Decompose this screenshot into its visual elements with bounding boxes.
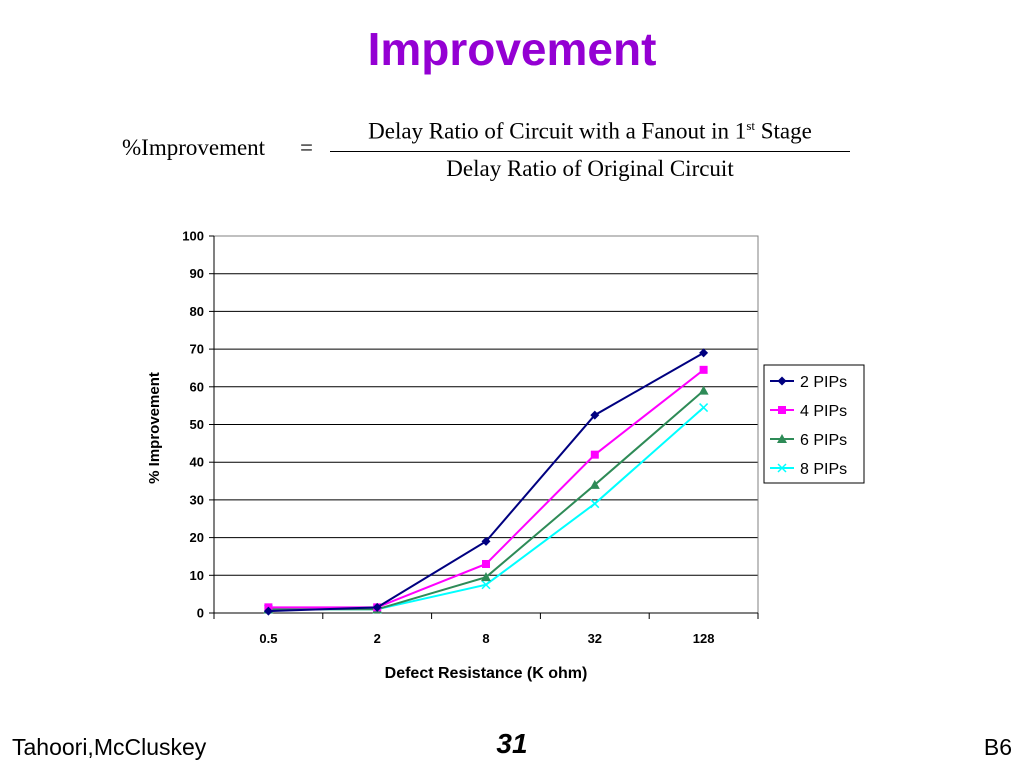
x-axis-label: Defect Resistance (K ohm): [385, 665, 588, 682]
data-point: [482, 559, 490, 568]
y-tick-label: 10: [190, 568, 204, 583]
legend-label: 6 PIPs: [800, 432, 847, 449]
data-point: [590, 410, 600, 420]
formula-lhs: %Improvement: [122, 135, 266, 160]
x-tick-label: 128: [693, 631, 715, 646]
legend-item: 6 PIPs: [770, 432, 847, 449]
legend-item: 2 PIPs: [770, 374, 847, 391]
data-point: [777, 434, 787, 443]
data-point: [481, 572, 491, 582]
data-point: [263, 606, 273, 616]
x-tick-label: 32: [588, 631, 602, 646]
formula-denominator: Delay Ratio of Original Circuit: [446, 156, 734, 181]
footer-slide-code: B6: [983, 734, 1012, 760]
series-line: [268, 369, 705, 609]
y-tick-label: 80: [190, 304, 204, 319]
legend-label: 4 PIPs: [800, 403, 847, 420]
slide-title: Improvement: [367, 23, 657, 75]
y-tick-label: 50: [190, 417, 204, 432]
legend: 2 PIPs 4 PIPs 6 PIPs 8 PIPs: [763, 364, 865, 484]
y-tick-label: 40: [190, 455, 204, 470]
legend-label: 2 PIPs: [800, 374, 847, 391]
data-point: [590, 450, 599, 459]
formula-numerator: Delay Ratio of Circuit with a Fanout in …: [330, 118, 850, 145]
axes: [209, 235, 759, 619]
legend-label: 8 PIPs: [800, 461, 847, 478]
legend-box: [763, 364, 865, 484]
y-tick-label: 100: [182, 229, 204, 244]
data-point: [481, 580, 491, 590]
data-point: [589, 479, 600, 489]
data-point: [699, 348, 709, 358]
y-tick-label: 20: [190, 530, 204, 545]
x-tick-label: 8: [482, 631, 489, 646]
y-tick-label: 30: [190, 492, 204, 507]
footer-authors: Tahoori,McCluskey: [12, 734, 207, 760]
formula-equals: =: [300, 135, 313, 160]
numerator-superscript: st: [746, 118, 755, 133]
x-tick-labels: 0.5 2 8 32 128: [259, 631, 714, 646]
y-tick-label: 90: [190, 266, 204, 281]
legend-item: 8 PIPs: [770, 461, 847, 478]
page-number: 31: [496, 728, 528, 759]
data-point: [778, 406, 786, 414]
y-axis-label: % Improvement: [146, 372, 163, 484]
y-tick-label: 0: [197, 606, 204, 621]
gridlines: [214, 235, 758, 576]
numerator-text: Delay Ratio of Circuit with a Fanout in …: [368, 118, 747, 144]
legend-item: 4 PIPs: [770, 403, 847, 420]
data-series: [263, 348, 709, 616]
data-point: [481, 536, 491, 546]
data-point: [777, 376, 787, 386]
data-point: [699, 365, 708, 374]
data-point: [590, 499, 600, 509]
fraction-bar: [330, 151, 850, 152]
improvement-formula: %Improvement = Delay Ratio of Circuit wi…: [118, 112, 858, 192]
y-tick-label: 60: [190, 379, 204, 394]
y-tick-label: 70: [190, 342, 204, 357]
data-point: [698, 385, 709, 395]
x-tick-label: 2: [374, 631, 381, 646]
data-point: [777, 463, 787, 473]
data-point: [372, 602, 382, 612]
data-point: [699, 403, 709, 413]
y-tick-labels: 0 10 20 30 40 50 60 70 80 90 100: [182, 229, 204, 621]
x-tick-label: 0.5: [259, 631, 277, 646]
numerator-suffix: Stage: [754, 118, 812, 144]
